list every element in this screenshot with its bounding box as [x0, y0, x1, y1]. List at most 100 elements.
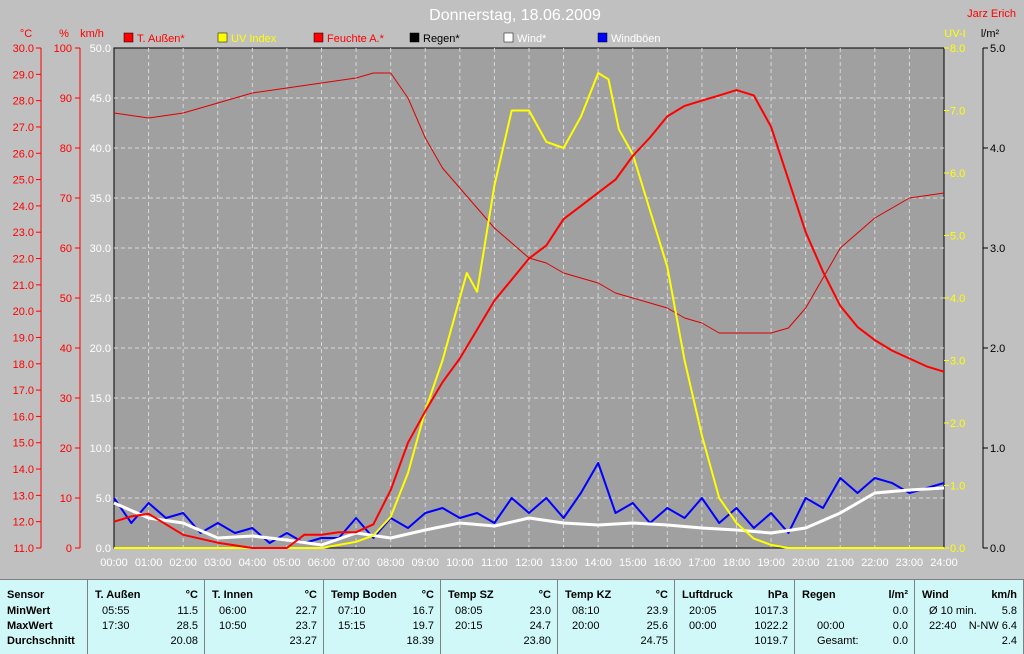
stats-header: Luftdruck [682, 589, 733, 601]
temp-tick-label: 27.0 [13, 122, 34, 134]
stats-header: T. Außen [95, 589, 141, 601]
stats-time: 00:00 [817, 620, 845, 632]
temp-tick-label: 20.0 [13, 306, 34, 318]
stats-time: 08:05 [455, 605, 483, 617]
temp-tick-label: 23.0 [13, 227, 34, 239]
stats-value: 23.0 [529, 605, 551, 617]
stats-time: Gesamt: [817, 635, 859, 647]
stats-time: 17:30 [102, 620, 130, 632]
stats-row-label: MinWert [7, 605, 51, 617]
series-line [113, 89, 945, 549]
stats-time: 06:00 [219, 605, 247, 617]
rain-unit-label: l/m² [981, 28, 1000, 40]
hum-unit-label: % [59, 28, 69, 40]
stats-row-label: Durchschnitt [7, 635, 75, 647]
hum-tick-label: 80 [60, 143, 72, 155]
uv-tick-label: 4.0 [950, 293, 965, 305]
hum-tick-label: 60 [60, 243, 72, 255]
legend-label: Feuchte A.* [327, 33, 385, 45]
stats-value: 2.4 [1001, 635, 1017, 647]
x-tick-label: 24:00 [930, 557, 958, 569]
stats-value: 23.7 [295, 620, 317, 632]
stats-table: Sensor MinWert MaxWert Durchschnitt T. Außen… [0, 579, 1024, 654]
series-line [113, 486, 945, 547]
stats-value: 1019.7 [754, 635, 788, 647]
wind-tick-label: 25.0 [90, 293, 111, 305]
legend-label: T. Außen* [137, 33, 185, 45]
stats-time: 00:00 [689, 620, 717, 632]
chart-title: Donnerstag, 18.06.2009 [429, 7, 601, 24]
stats-time: 05:55 [102, 605, 130, 617]
stats-column: Temp Boden °C 07:10 16.7 15:15 19.7 18.39 [324, 580, 441, 654]
wind-tick-label: 0.0 [96, 543, 111, 555]
hum-tick-label: 100 [54, 43, 72, 55]
x-tick-label: 16:00 [654, 557, 682, 569]
rain-tick-label: 3.0 [990, 243, 1005, 255]
axes: 30.0 29.0 28.0 27.0 26.0 25.0 24.0 23.0 22.0 21.0… [13, 43, 1006, 569]
stats-value: 23.27 [289, 635, 317, 647]
stats-unit: km/h [991, 589, 1017, 601]
x-tick-label: 09:00 [411, 557, 439, 569]
stats-value: 0.0 [892, 605, 908, 617]
rain-tick-label: 0.0 [990, 543, 1005, 555]
stats-column: Wind km/h Ø 10 min. 5.8 22:40 N-NW 6.4 2.4 [915, 580, 1024, 654]
stats-value: 1022.2 [754, 620, 788, 632]
stats-column: Temp KZ °C 08:10 23.9 20:00 25.6 24.75 [558, 580, 675, 654]
wind-tick-label: 5.0 [96, 493, 111, 505]
stats-column: Temp SZ °C 08:05 23.0 20:15 24.7 23.80 [441, 580, 558, 654]
legend: T. Außen* UV Index Feuchte A.* Regen* Wind* W… [123, 32, 661, 45]
x-tick-label: 22:00 [861, 557, 889, 569]
stats-unit: °C [421, 589, 434, 601]
stats-time: 22:40 [929, 620, 957, 632]
x-tick-label: 00:00 [100, 557, 128, 569]
stats-column: Sensor MinWert MaxWert Durchschnitt [0, 580, 88, 654]
x-tick-label: 03:00 [204, 557, 232, 569]
rain-tick-label: 1.0 [990, 443, 1005, 455]
stats-value: 0.0 [892, 620, 908, 632]
uv-tick-label: 6.0 [950, 168, 965, 180]
wind-tick-label: 10.0 [90, 443, 111, 455]
x-tick-label: 06:00 [308, 557, 336, 569]
temp-tick-label: 18.0 [13, 359, 34, 371]
series-line [114, 72, 944, 549]
legend-label: Windböen [611, 33, 661, 45]
wind-tick-label: 40.0 [90, 143, 111, 155]
temp-tick-label: 12.0 [13, 517, 34, 529]
rain-tick-label: 4.0 [990, 143, 1005, 155]
temp-tick-label: 26.0 [13, 148, 34, 160]
x-tick-label: 02:00 [169, 557, 197, 569]
wind-unit-label: km/h [80, 28, 104, 40]
x-tick-label: 12:00 [515, 557, 543, 569]
wind-tick-label: 15.0 [90, 393, 111, 405]
stats-header: Wind [922, 589, 949, 601]
stats-value: 1017.3 [754, 605, 788, 617]
stats-unit: hPa [767, 589, 788, 601]
stats-unit: °C [185, 589, 198, 601]
legend-swatch [123, 32, 134, 43]
wind-tick-label: 35.0 [90, 193, 111, 205]
stats-time: 10:50 [219, 620, 247, 632]
wind-tick-label: 20.0 [90, 343, 111, 355]
stats-column: T. Außen °C 05:55 11.5 17:30 28.5 20.08 [88, 580, 205, 654]
x-tick-label: 07:00 [342, 557, 370, 569]
uv-tick-label: 0.0 [950, 543, 965, 555]
x-tick-label: 10:00 [446, 557, 474, 569]
stats-value: 23.9 [646, 605, 668, 617]
legend-swatch [597, 32, 608, 43]
temp-unit-label: °C [20, 28, 32, 40]
temp-tick-label: 17.0 [13, 385, 34, 397]
grid [114, 48, 944, 548]
temp-tick-label: 22.0 [13, 254, 34, 266]
x-tick-label: 20:00 [792, 557, 820, 569]
stats-value: 20.08 [170, 635, 198, 647]
uv-tick-label: 1.0 [950, 481, 965, 493]
x-tick-label: 17:00 [688, 557, 716, 569]
weather-chart: 30.0 29.0 28.0 27.0 26.0 25.0 24.0 23.0 22.0 21.0… [12, 7, 1016, 569]
stats-value: 0.0 [892, 635, 908, 647]
temp-tick-label: 16.0 [13, 411, 34, 423]
uv-unit-label: UV-I [944, 28, 965, 40]
x-tick-label: 19:00 [757, 557, 785, 569]
temp-tick-label: 15.0 [13, 438, 34, 450]
hum-tick-label: 30 [60, 393, 72, 405]
x-tick-label: 14:00 [584, 557, 612, 569]
